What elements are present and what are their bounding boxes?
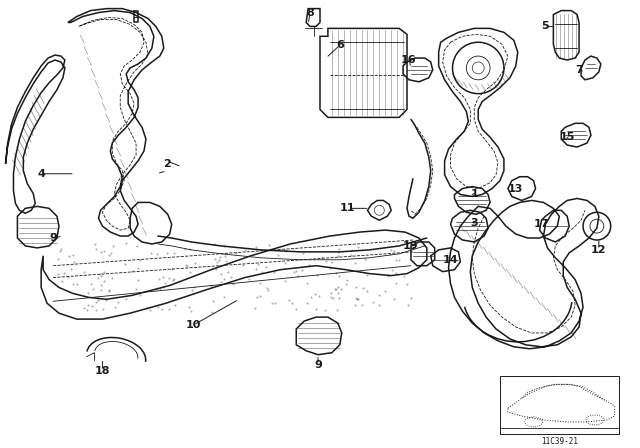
Text: 4: 4 bbox=[37, 169, 45, 179]
Text: 19: 19 bbox=[403, 241, 419, 251]
Text: 6: 6 bbox=[336, 40, 344, 50]
Text: 15: 15 bbox=[559, 132, 575, 142]
Text: 16: 16 bbox=[401, 55, 417, 65]
Text: 9: 9 bbox=[49, 233, 57, 243]
Text: 12: 12 bbox=[591, 245, 607, 255]
Text: 10: 10 bbox=[186, 320, 201, 330]
Text: 1: 1 bbox=[470, 189, 478, 198]
Text: 3: 3 bbox=[470, 218, 478, 228]
Text: 9: 9 bbox=[314, 360, 322, 370]
Text: 2: 2 bbox=[163, 159, 171, 169]
Text: 7: 7 bbox=[575, 65, 583, 75]
Text: 11: 11 bbox=[340, 203, 355, 213]
Text: 17: 17 bbox=[534, 219, 549, 229]
Text: 8: 8 bbox=[306, 8, 314, 17]
Text: 11C39-21: 11C39-21 bbox=[541, 437, 578, 446]
Text: 5: 5 bbox=[541, 22, 549, 31]
Bar bbox=[500, 376, 619, 434]
Text: 14: 14 bbox=[443, 255, 458, 265]
Text: 18: 18 bbox=[95, 366, 110, 375]
Text: 13: 13 bbox=[508, 184, 524, 194]
